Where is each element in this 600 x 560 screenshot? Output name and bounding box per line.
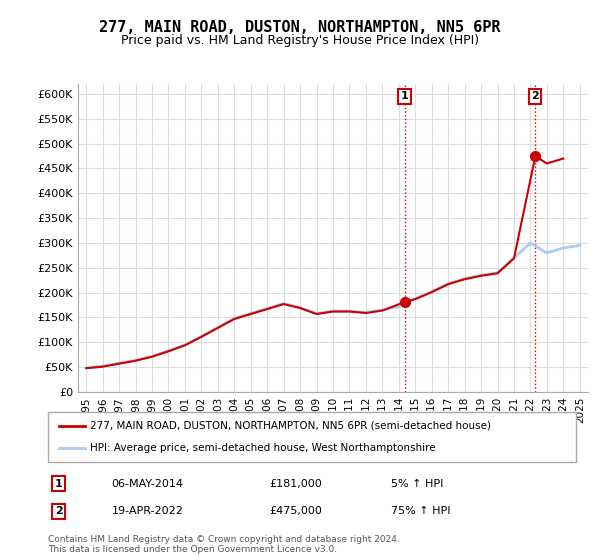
Text: £181,000: £181,000: [270, 479, 323, 489]
Text: Price paid vs. HM Land Registry's House Price Index (HPI): Price paid vs. HM Land Registry's House …: [121, 34, 479, 46]
Text: 277, MAIN ROAD, DUSTON, NORTHAMPTON, NN5 6PR: 277, MAIN ROAD, DUSTON, NORTHAMPTON, NN5…: [99, 20, 501, 35]
Text: 277, MAIN ROAD, DUSTON, NORTHAMPTON, NN5 6PR (semi-detached house): 277, MAIN ROAD, DUSTON, NORTHAMPTON, NN5…: [90, 421, 491, 431]
Text: £475,000: £475,000: [270, 506, 323, 516]
FancyBboxPatch shape: [48, 412, 576, 462]
Text: HPI: Average price, semi-detached house, West Northamptonshire: HPI: Average price, semi-detached house,…: [90, 443, 436, 453]
Text: 75% ↑ HPI: 75% ↑ HPI: [391, 506, 451, 516]
Text: 06-MAY-2014: 06-MAY-2014: [112, 479, 184, 489]
Text: Contains HM Land Registry data © Crown copyright and database right 2024.
This d: Contains HM Land Registry data © Crown c…: [48, 535, 400, 554]
Text: 2: 2: [532, 91, 539, 101]
Text: 19-APR-2022: 19-APR-2022: [112, 506, 183, 516]
Text: 2: 2: [55, 506, 62, 516]
Text: 1: 1: [401, 91, 409, 101]
Text: 5% ↑ HPI: 5% ↑ HPI: [391, 479, 443, 489]
Text: 1: 1: [55, 479, 62, 489]
